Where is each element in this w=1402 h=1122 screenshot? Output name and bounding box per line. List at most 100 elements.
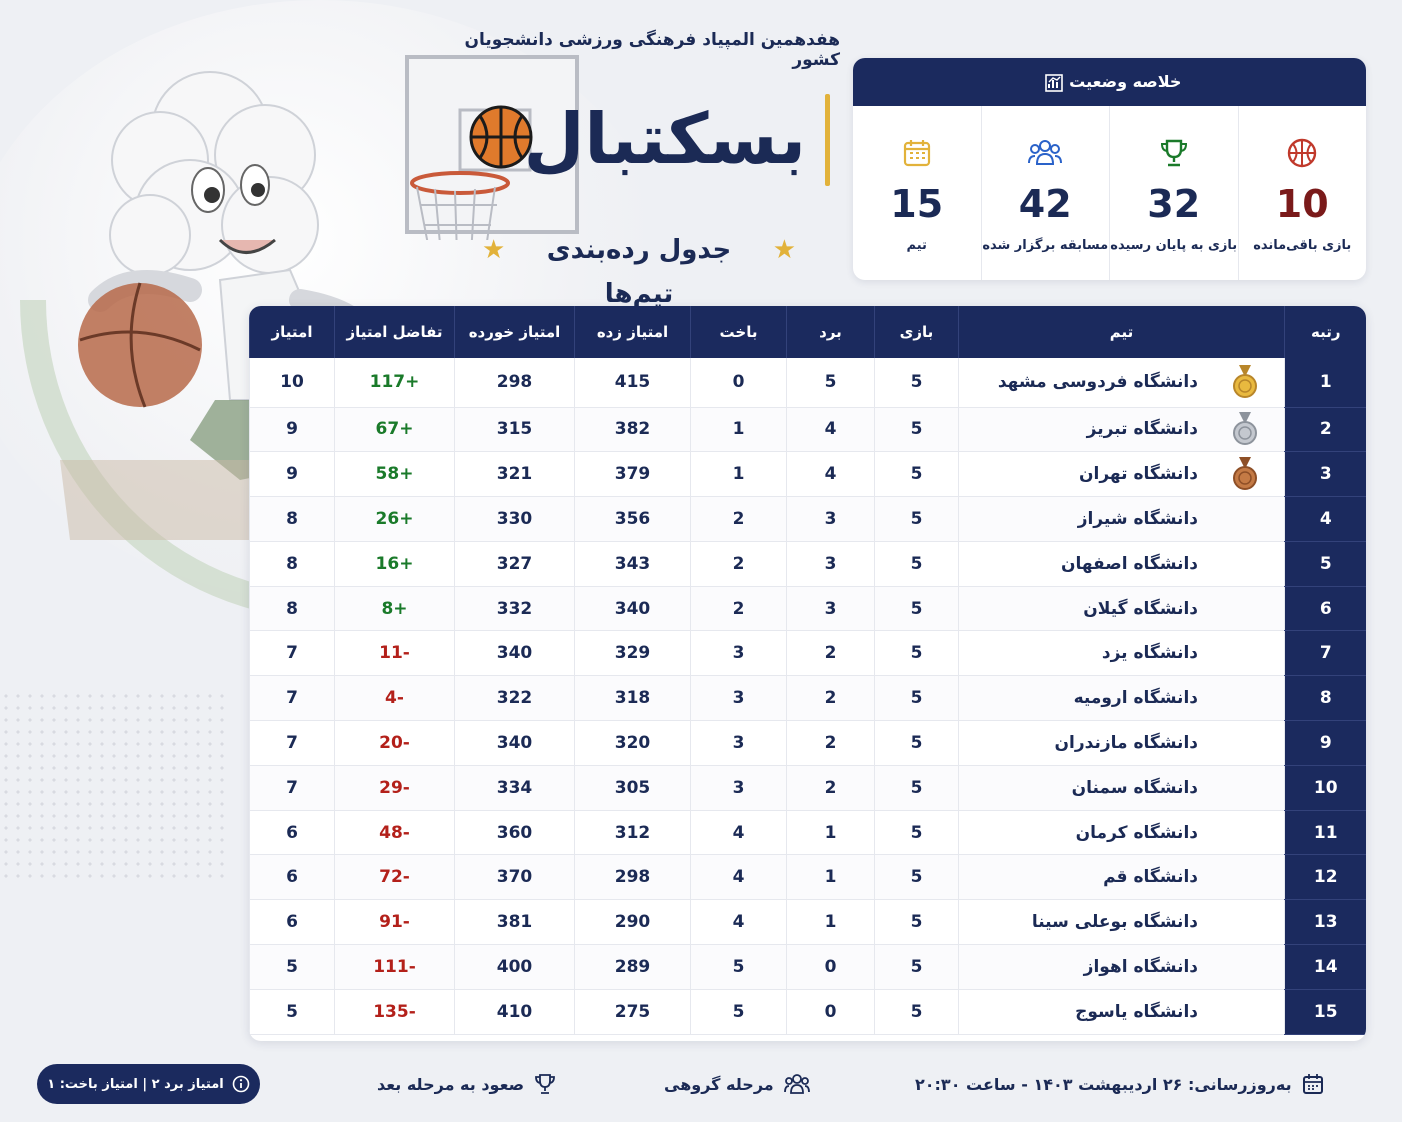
stat-label: بازی باقی‌مانده xyxy=(1253,238,1352,253)
bronze-medal-icon xyxy=(1233,457,1257,491)
col-header-diff[interactable]: تفاضل امتیاز xyxy=(334,306,455,358)
cell-lost: 1 xyxy=(690,407,787,453)
summary-header: خلاصه وضعیت xyxy=(853,58,1366,106)
cell-scored: 275 xyxy=(574,989,691,1035)
scoring-legend[interactable]: امتیاز برد ۲ | امتیاز باخت: ۱ xyxy=(37,1064,260,1104)
olympiad-title: هفدهمین المپیاد فرهنگی ورزشی دانشجویان ک… xyxy=(464,30,840,70)
table-row[interactable]: 5 دانشگاه اصفهان 5 3 2 343 327 +16 8 xyxy=(249,541,1366,587)
cell-lost: 5 xyxy=(690,944,787,990)
team-name: دانشگاه یزد xyxy=(1101,643,1198,664)
calendar-icon xyxy=(1302,1074,1323,1094)
team-name: دانشگاه فردوسی مشهد xyxy=(997,372,1198,393)
col-header-lost[interactable]: باخت xyxy=(690,306,787,358)
cell-lost: 2 xyxy=(690,586,787,632)
cell-won: 1 xyxy=(786,899,875,946)
subtitle-block: ★ جدول رده‌بندی تیم‌ها ★ xyxy=(478,228,800,309)
table-row[interactable]: 6 دانشگاه گیلان 5 3 2 340 332 +8 8 xyxy=(249,586,1366,632)
cell-scored: 290 xyxy=(574,899,691,946)
cell-rank: 7 xyxy=(1284,630,1366,677)
col-header-played[interactable]: بازی xyxy=(874,306,959,358)
trophy-icon xyxy=(535,1074,555,1094)
cell-team: دانشگاه یاسوج xyxy=(958,989,1285,1035)
people-icon xyxy=(783,1074,810,1094)
calendar-icon xyxy=(903,140,930,167)
table-row[interactable]: 15 دانشگاه یاسوج 5 0 5 275 410 -135 5 xyxy=(249,989,1366,1035)
summary-card: خلاصه وضعیت 10 بازی باقی‌مانده xyxy=(853,58,1366,280)
col-header-conceded[interactable]: امتیاز خورده xyxy=(454,306,575,358)
chart-icon xyxy=(1044,73,1063,92)
table-row[interactable]: 12 دانشگاه قم 5 1 4 298 370 -72 6 xyxy=(249,854,1366,901)
cell-diff: -11 xyxy=(334,630,455,677)
cell-diff: -48 xyxy=(334,810,455,856)
stat-remaining-games: 10 بازی باقی‌مانده xyxy=(1237,106,1367,280)
cell-team: دانشگاه شیراز xyxy=(958,496,1285,542)
cell-diff: -29 xyxy=(334,765,455,811)
footer-advance: صعود به مرحله بعد xyxy=(377,1070,556,1098)
team-name: دانشگاه کرمان xyxy=(1075,822,1198,843)
page-title: بسکتبال xyxy=(523,98,806,180)
cell-won: 0 xyxy=(786,989,875,1035)
cell-rank: 5 xyxy=(1284,541,1366,587)
col-header-rank[interactable]: رتبه xyxy=(1284,306,1366,358)
cell-points: 8 xyxy=(249,496,335,542)
team-name: دانشگاه اصفهان xyxy=(1060,553,1198,574)
table-row[interactable]: 14 دانشگاه اهواز 5 0 5 289 400 -111 5 xyxy=(249,944,1366,990)
table-row[interactable]: 9 دانشگاه مازندران 5 2 3 320 340 -20 7 xyxy=(249,720,1366,766)
footer-updated: به‌روزرسانی: ۲۶ اردیبهشت ۱۴۰۳ - ساعت ۲۰:… xyxy=(915,1070,1324,1098)
col-header-won[interactable]: برد xyxy=(786,306,875,358)
title-accent-bar xyxy=(825,94,830,186)
cell-played: 5 xyxy=(874,989,959,1035)
gold-medal-icon xyxy=(1233,365,1257,399)
cell-conceded: 332 xyxy=(454,586,575,632)
table-row[interactable]: 1 دانشگاه فردوسی مشهد 5 5 0 415 298 +117 10 xyxy=(249,358,1366,408)
cell-team: دانشگاه گیلان xyxy=(958,586,1285,632)
cell-won: 1 xyxy=(786,810,875,856)
cell-team: دانشگاه ارومیه xyxy=(958,675,1285,722)
cell-team: دانشگاه کرمان xyxy=(958,810,1285,856)
cell-diff: -111 xyxy=(334,944,455,990)
cell-rank: 13 xyxy=(1284,899,1366,946)
cell-scored: 320 xyxy=(574,720,691,766)
cell-won: 1 xyxy=(786,854,875,901)
cell-rank: 11 xyxy=(1284,810,1366,856)
cell-conceded: 340 xyxy=(454,630,575,677)
table-row[interactable]: 7 دانشگاه یزد 5 2 3 329 340 -11 7 xyxy=(249,630,1366,677)
cell-team: دانشگاه فردوسی مشهد xyxy=(958,358,1285,408)
team-name: دانشگاه ارومیه xyxy=(1073,688,1198,709)
cell-scored: 305 xyxy=(574,765,691,811)
cell-team: دانشگاه تبریز xyxy=(958,407,1285,453)
stat-value: 42 xyxy=(1018,182,1072,226)
cell-lost: 4 xyxy=(690,899,787,946)
cell-conceded: 298 xyxy=(454,358,575,408)
cell-team: دانشگاه تهران xyxy=(958,451,1285,498)
col-header-scored[interactable]: امتیاز زده xyxy=(574,306,691,358)
table-row[interactable]: 10 دانشگاه سمنان 5 2 3 305 334 -29 7 xyxy=(249,765,1366,811)
cell-won: 3 xyxy=(786,541,875,587)
table-row[interactable]: 8 دانشگاه ارومیه 5 2 3 318 322 -4 7 xyxy=(249,675,1366,722)
cell-points: 6 xyxy=(249,899,335,946)
cell-diff: +26 xyxy=(334,496,455,542)
stat-finished-games: 32 بازی به پایان رسیده xyxy=(1109,106,1238,280)
star-icon: ★ xyxy=(772,235,796,265)
team-name: دانشگاه گیلان xyxy=(1083,598,1198,619)
table-row[interactable]: 11 دانشگاه کرمان 5 1 4 312 360 -48 6 xyxy=(249,810,1366,856)
col-header-team[interactable]: تیم xyxy=(958,306,1285,358)
cell-won: 4 xyxy=(786,407,875,453)
table-row[interactable]: 13 دانشگاه بوعلی سینا 5 1 4 290 381 -91 6 xyxy=(249,899,1366,946)
table-row[interactable]: 4 دانشگاه شیراز 5 3 2 356 330 +26 8 xyxy=(249,496,1366,542)
cell-diff: -72 xyxy=(334,854,455,901)
col-header-points[interactable]: امتیاز xyxy=(249,306,335,358)
table-row[interactable]: 2 دانشگاه تبریز 5 4 1 382 315 +67 9 xyxy=(249,407,1366,453)
cell-lost: 2 xyxy=(690,496,787,542)
cell-rank: 2 xyxy=(1284,407,1366,453)
team-name: دانشگاه یاسوج xyxy=(1075,1001,1198,1022)
cell-conceded: 330 xyxy=(454,496,575,542)
stat-label: تیم xyxy=(906,238,927,253)
cell-points: 7 xyxy=(249,675,335,722)
cell-rank: 15 xyxy=(1284,989,1366,1035)
title-block: بسکتبال xyxy=(468,92,830,192)
table-row[interactable]: 3 دانشگاه تهران 5 4 1 379 321 +58 9 xyxy=(249,451,1366,498)
cell-won: 5 xyxy=(786,358,875,408)
cell-played: 5 xyxy=(874,630,959,677)
cell-diff: -4 xyxy=(334,675,455,722)
